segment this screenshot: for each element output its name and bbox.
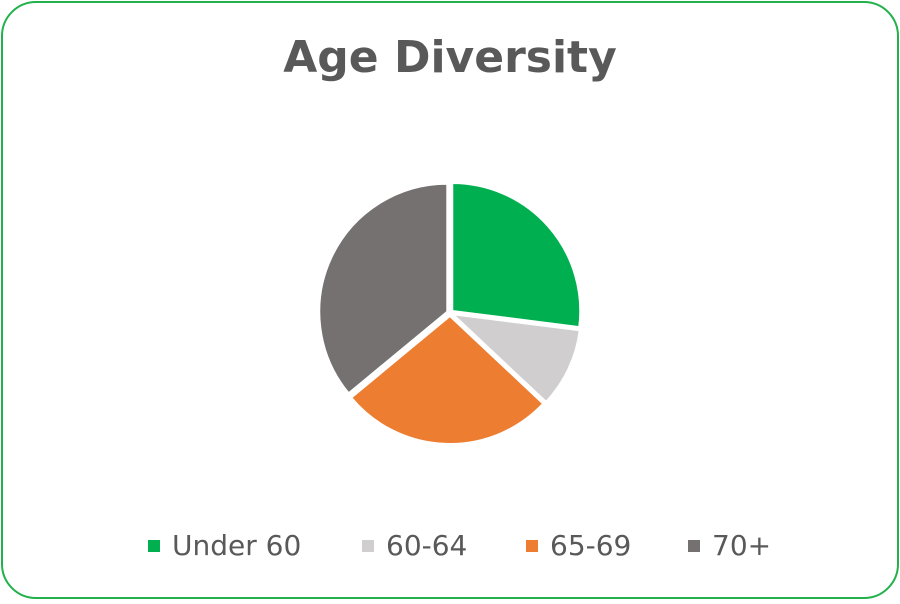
pie-slice [349, 314, 545, 445]
chart-title: Age Diversity [283, 32, 617, 83]
legend-label: 70+ [712, 529, 771, 562]
pie-slice [318, 182, 449, 395]
legend-swatch [148, 540, 160, 552]
legend-swatch [526, 540, 538, 552]
pie-slice [451, 182, 582, 329]
legend-label: 65-69 [550, 529, 631, 562]
legend-label: 60-64 [386, 529, 467, 562]
pie-slice [449, 312, 581, 404]
legend-swatch [362, 540, 374, 552]
legend-swatch [688, 540, 700, 552]
legend-label: Under 60 [172, 529, 301, 562]
